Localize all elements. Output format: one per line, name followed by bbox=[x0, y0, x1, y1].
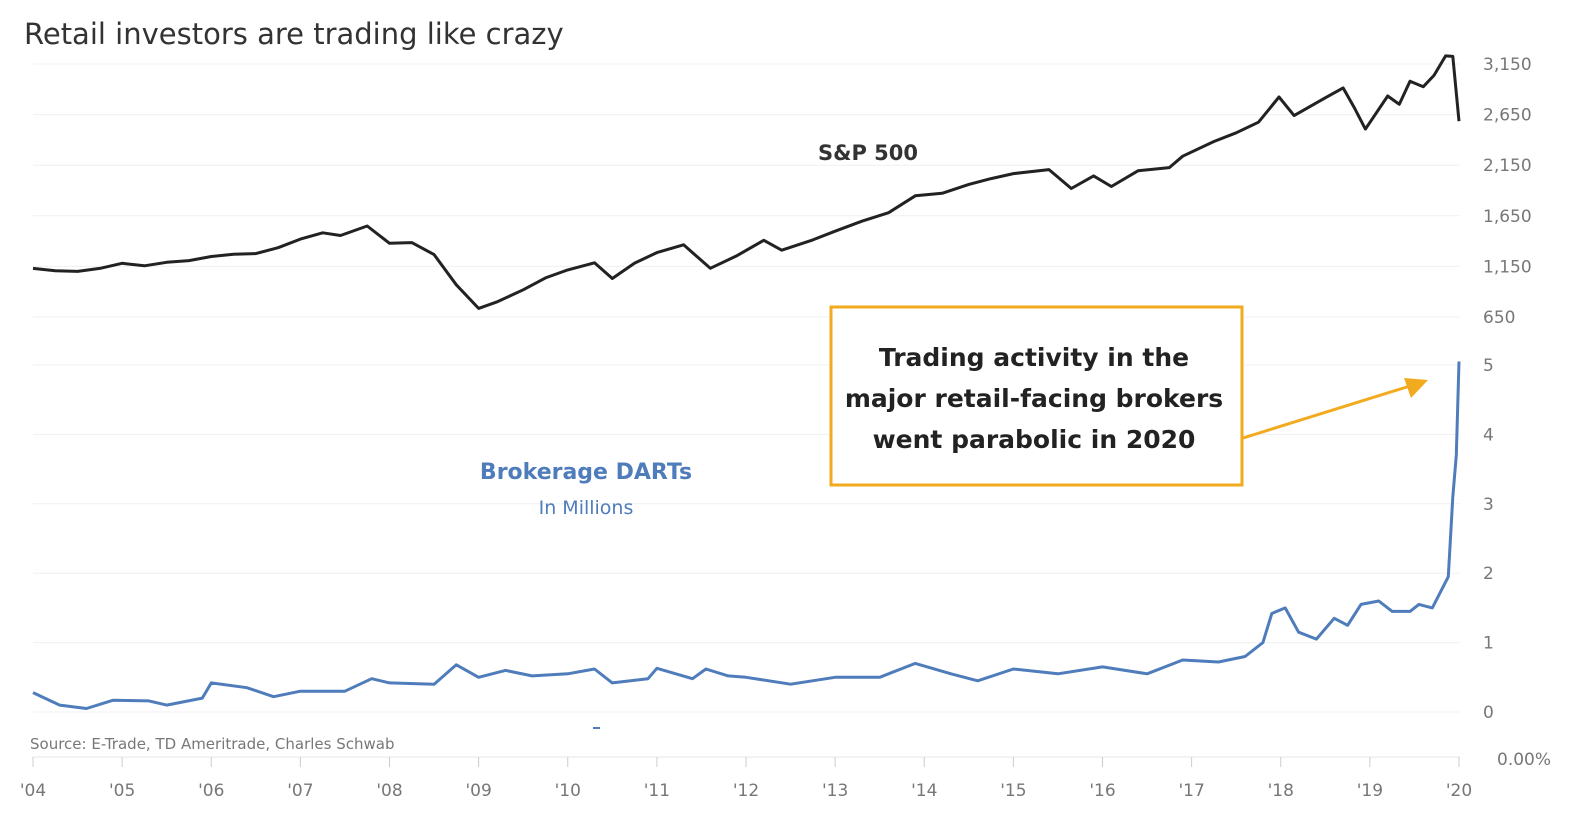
x-tick-label: '20 bbox=[1446, 781, 1472, 801]
x-tick-label: '10 bbox=[555, 781, 581, 801]
spx-tick-label: 3,150 bbox=[1483, 55, 1532, 75]
x-tick-label: '04 bbox=[20, 781, 46, 801]
x-tick-label: '06 bbox=[198, 781, 224, 801]
x-tick-label: '14 bbox=[911, 781, 937, 801]
spx-tick-label: 1,650 bbox=[1483, 207, 1532, 227]
spx-label: S&P 500 bbox=[818, 141, 918, 165]
annotation-line: major retail-facing brokers bbox=[845, 384, 1223, 413]
darts-tick-label: 3 bbox=[1483, 495, 1494, 515]
spx-tick-label: 2,150 bbox=[1483, 156, 1532, 176]
x-tick-label: '12 bbox=[733, 781, 759, 801]
spx-line bbox=[32, 54, 1461, 310]
x-tick-label: '18 bbox=[1268, 781, 1294, 801]
source-note: Source: E-Trade, TD Ameritrade, Charles … bbox=[30, 735, 394, 753]
annotation-line: went parabolic in 2020 bbox=[873, 425, 1196, 454]
x-tick-label: '07 bbox=[287, 781, 313, 801]
darts-tick-label: 1 bbox=[1483, 634, 1494, 654]
extra-tick: 0.00% bbox=[1497, 750, 1551, 770]
x-tick-label: '19 bbox=[1357, 781, 1383, 801]
x-tick-label: '09 bbox=[465, 781, 491, 801]
spx-tick-label: 650 bbox=[1483, 308, 1515, 328]
x-tick-label: '13 bbox=[822, 781, 848, 801]
darts-tick-label: 0 bbox=[1483, 703, 1494, 723]
x-tick-label: '11 bbox=[644, 781, 670, 801]
darts-label: Brokerage DARTs bbox=[480, 460, 692, 485]
darts-sublabel: In Millions bbox=[539, 497, 634, 519]
annotation-box bbox=[829, 305, 1244, 487]
x-tick-label: '05 bbox=[109, 781, 135, 801]
x-tick-label: '08 bbox=[376, 781, 402, 801]
spx-tick-label: 2,650 bbox=[1483, 106, 1532, 126]
spx-tick-label: 1,150 bbox=[1483, 257, 1532, 277]
annotation-arrow bbox=[1242, 384, 1411, 440]
darts-tick-label: 2 bbox=[1483, 564, 1494, 584]
chart-title: Retail investors are trading like crazy bbox=[24, 17, 564, 51]
x-tick-label: '17 bbox=[1178, 781, 1204, 801]
darts-line bbox=[32, 361, 1461, 710]
arrow-head-icon bbox=[1404, 378, 1428, 398]
annotation: Trading activity in the major retail-fac… bbox=[829, 305, 1428, 487]
darts-tick-label: 5 bbox=[1483, 356, 1494, 376]
x-tick-label: '15 bbox=[1000, 781, 1026, 801]
darts-tick-label: 4 bbox=[1483, 425, 1494, 445]
x-tick-label: '16 bbox=[1089, 781, 1115, 801]
annotation-line: Trading activity in the bbox=[879, 343, 1189, 372]
